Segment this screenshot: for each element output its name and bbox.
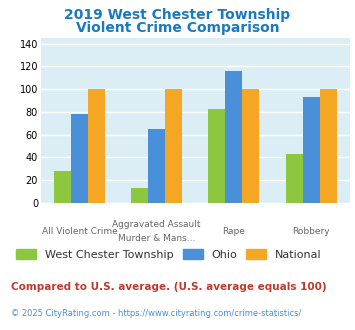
Legend: West Chester Township, Ohio, National: West Chester Township, Ohio, National: [16, 249, 322, 260]
Text: All Violent Crime: All Violent Crime: [42, 227, 117, 236]
Bar: [148, 129, 165, 203]
Text: Violent Crime Comparison: Violent Crime Comparison: [76, 21, 279, 35]
Text: Rape: Rape: [223, 227, 245, 236]
Text: Robbery: Robbery: [292, 227, 330, 236]
Text: Murder & Mans...: Murder & Mans...: [118, 234, 195, 243]
Bar: [242, 89, 260, 203]
Bar: [320, 89, 337, 203]
Bar: [131, 188, 148, 203]
Text: Compared to U.S. average. (U.S. average equals 100): Compared to U.S. average. (U.S. average …: [11, 282, 326, 292]
Text: 2019 West Chester Township: 2019 West Chester Township: [65, 8, 290, 22]
Bar: [54, 171, 71, 203]
Bar: [302, 97, 320, 203]
Bar: [71, 114, 88, 203]
Bar: [165, 89, 182, 203]
Text: Aggravated Assault: Aggravated Assault: [113, 220, 201, 229]
Bar: [225, 71, 242, 203]
Bar: [208, 109, 225, 203]
Bar: [88, 89, 105, 203]
Text: © 2025 CityRating.com - https://www.cityrating.com/crime-statistics/: © 2025 CityRating.com - https://www.city…: [11, 309, 301, 317]
Bar: [285, 154, 302, 203]
